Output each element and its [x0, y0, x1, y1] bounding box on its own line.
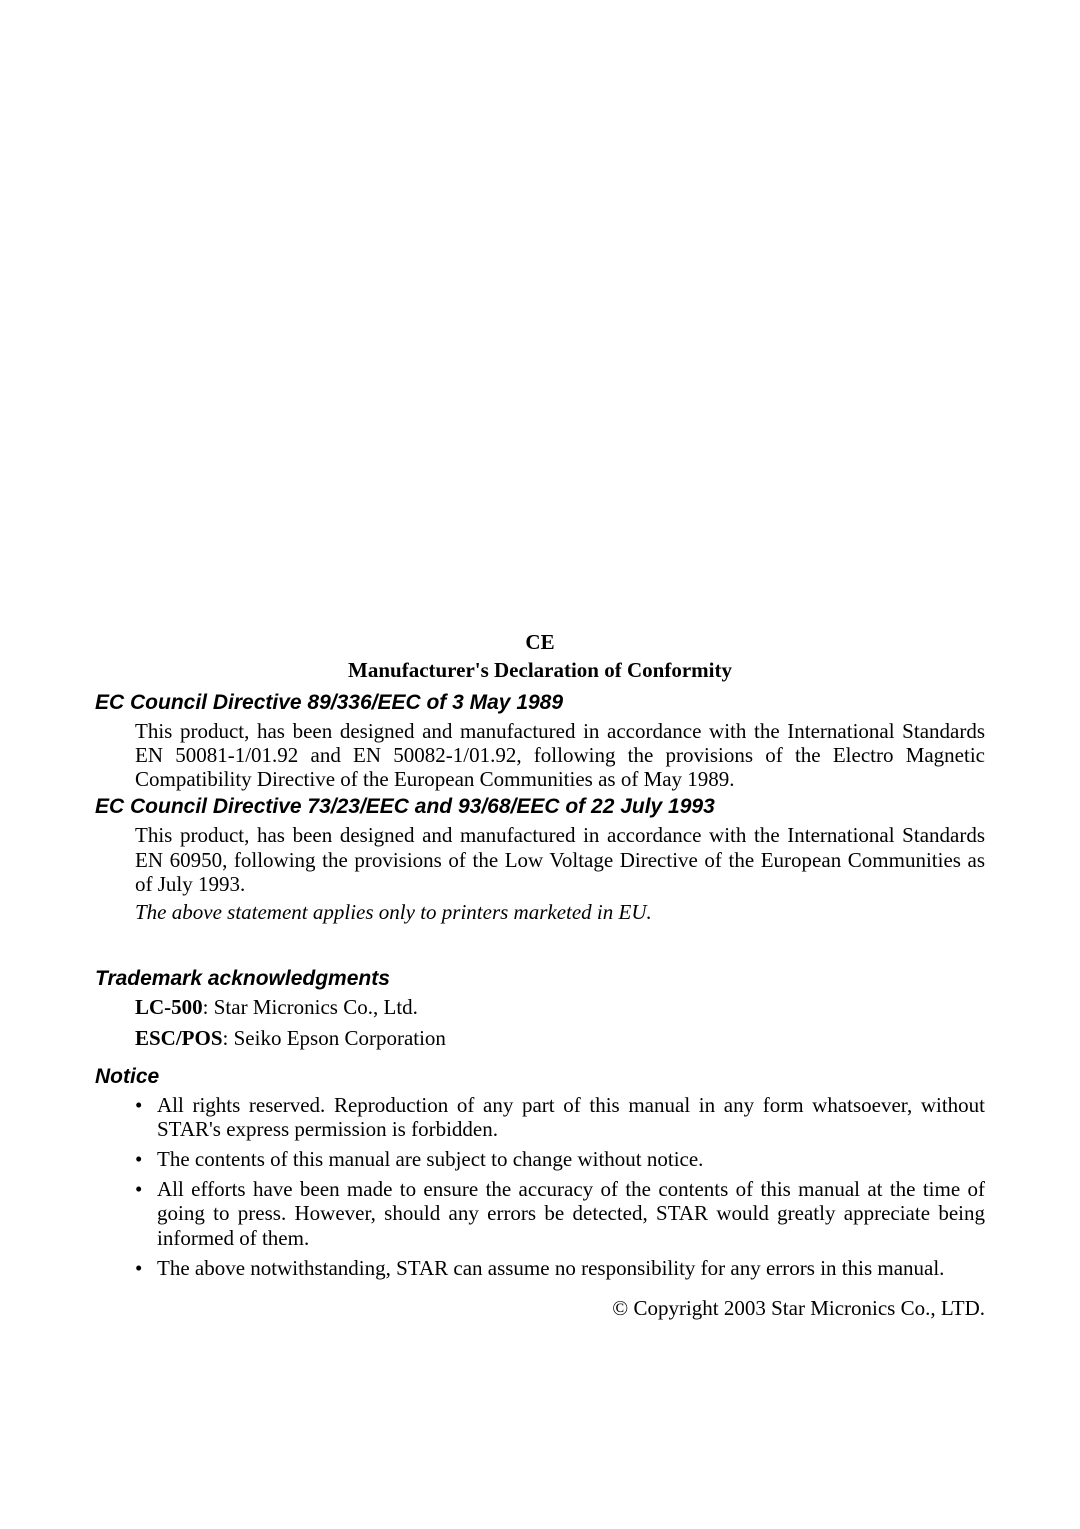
trademark-rest: : Star Micronics Co., Ltd.	[203, 995, 418, 1019]
trademark-item: ESC/POS: Seiko Epson Corporation	[95, 1026, 985, 1051]
trademark-rest: : Seiko Epson Corporation	[223, 1026, 446, 1050]
ce-label: CE	[95, 630, 985, 655]
top-blank-area	[95, 90, 985, 630]
notice-bullet: All rights reserved. Reproduction of any…	[95, 1093, 985, 1141]
notice-bullet: The contents of this manual are subject …	[95, 1147, 985, 1171]
declaration-heading: Manufacturer's Declaration of Conformity	[95, 658, 985, 683]
notice-bullet: All efforts have been made to ensure the…	[95, 1177, 985, 1249]
trademark-item: LC-500: Star Micronics Co., Ltd.	[95, 995, 985, 1020]
trademark-bold: ESC/POS	[135, 1026, 223, 1050]
notice-title: Notice	[95, 1065, 985, 1089]
notice-bullet: The above notwithstanding, STAR can assu…	[95, 1256, 985, 1280]
directive1-body: This product, has been designed and manu…	[95, 719, 985, 791]
copyright-text: © Copyright 2003 Star Micronics Co., LTD…	[95, 1296, 985, 1321]
trademark-title: Trademark acknowledgments	[95, 967, 985, 991]
trademark-bold: LC-500	[135, 995, 203, 1019]
directive2-title: EC Council Directive 73/23/EEC and 93/68…	[95, 795, 985, 819]
directive2-note: The above statement applies only to prin…	[95, 900, 985, 925]
section-gap	[95, 929, 985, 967]
small-gap	[95, 1057, 985, 1065]
directive2-body: This product, has been designed and manu…	[95, 823, 985, 895]
directive1-title: EC Council Directive 89/336/EEC of 3 May…	[95, 691, 985, 715]
